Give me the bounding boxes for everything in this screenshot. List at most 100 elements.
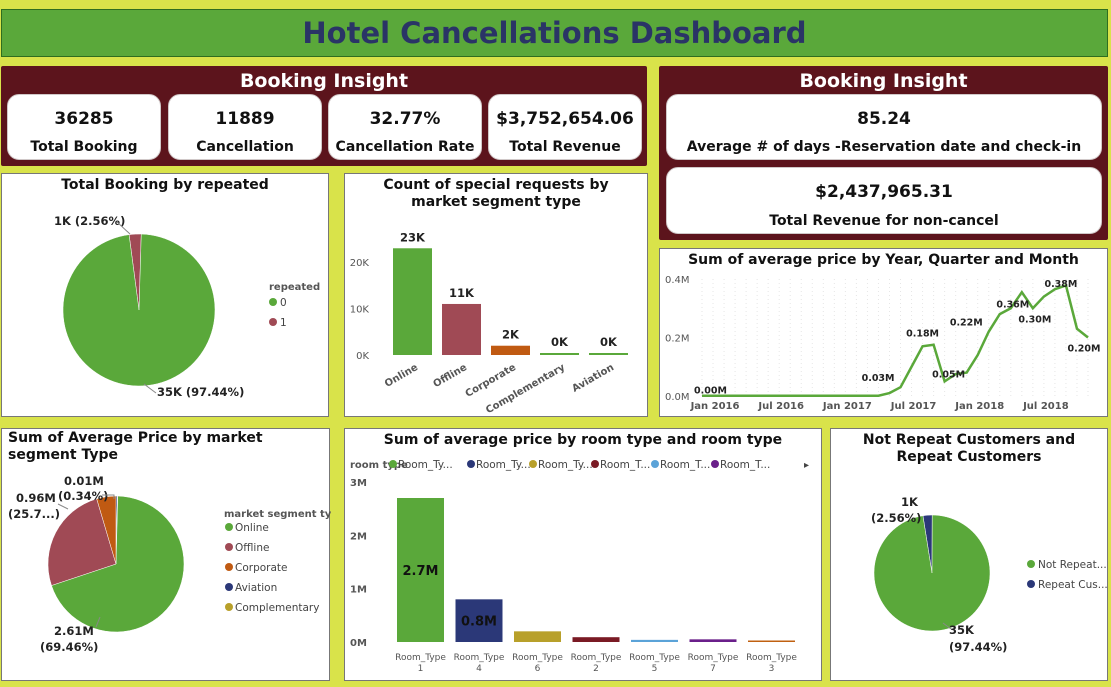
bar-corporate[interactable] <box>491 345 530 355</box>
chart-title: Sum of average price by Year, Quarter an… <box>688 252 1079 268</box>
slice-label-online-2: (69.46%) <box>40 640 98 654</box>
bar-room-type-7[interactable] <box>689 639 737 642</box>
market-segment-pie-chart: 0.01M (0.34%) 0.96M (25.7...) 2.61M (69.… <box>8 474 331 654</box>
slice-label-repeat-1: 1K <box>901 495 919 509</box>
legend-marker <box>591 460 599 468</box>
x-tick-label: Jul 2016 <box>757 401 804 412</box>
x-tick-label: 1 <box>418 664 424 674</box>
kpi-revenue-non-cancel[interactable]: $2,437,965.31 Total Revenue for non-canc… <box>666 167 1102 234</box>
legend-item: Room_Ty... <box>476 459 531 471</box>
bar-group: 0M1M2M3M2.7MRoom_Type10.8MRoom_Type4Room… <box>350 478 797 674</box>
pie-slice-not-repeat-[interactable] <box>873 514 991 632</box>
y-tick-label: 10K <box>350 305 370 316</box>
bar-group: 0K10K20K23KOnline11KOffline2KCorporate0K… <box>350 230 628 416</box>
legend-marker <box>389 460 397 468</box>
legend-marker <box>529 460 537 468</box>
x-tick-label: 5 <box>652 664 658 674</box>
legend-marker <box>651 460 659 468</box>
bar-complementary[interactable] <box>540 353 579 355</box>
x-tick-label: Jan 2018 <box>954 401 1004 412</box>
bar-data-label: 2K <box>502 328 520 342</box>
chart-title: Not Repeat Customers and Repeat Customer… <box>862 432 1076 465</box>
room-type-bar-chart: room type Room_Ty... Room_Ty... Room_Ty...… <box>350 459 809 674</box>
legend-item: Room_Ty... <box>398 459 453 471</box>
x-tick-label: Room_Type <box>454 653 505 663</box>
bar-room-type-1[interactable] <box>397 498 444 642</box>
kpi-average-days[interactable]: 85.24 Average # of days -Reservation dat… <box>666 94 1102 160</box>
kpi-value: $3,752,654.06 <box>496 109 634 129</box>
y-tick-label: 3M <box>350 478 367 489</box>
bar-room-type-5[interactable] <box>631 639 678 642</box>
bar-room-type-2[interactable] <box>572 637 620 642</box>
legend-item: Complementary <box>235 602 319 614</box>
x-tick-label: Complementary <box>484 362 567 416</box>
legend-title: market segment ty... <box>224 509 331 520</box>
line-data-label: 0.36M <box>996 299 1029 310</box>
slice-label-offline-1: 0.96M <box>16 491 56 505</box>
pie-slice-corporate[interactable] <box>96 495 117 565</box>
bar-online[interactable] <box>393 248 432 355</box>
panel-market-segment-pie[interactable]: Sum of Average Price by market segment T… <box>1 428 331 681</box>
kpi-value: 36285 <box>54 109 114 129</box>
legend-marker <box>225 563 233 571</box>
price-line[interactable] <box>702 283 1089 397</box>
line-data-label: 0.20M <box>1068 344 1101 355</box>
kpi-cancellation-rate[interactable]: 32.77% Cancellation Rate <box>328 94 482 160</box>
slice-label-offline-2: (25.7...) <box>8 507 60 521</box>
legend-item: Room_Ty... <box>538 459 593 471</box>
bar-room-type-3[interactable] <box>748 640 795 643</box>
slice-label-online-1: 2.61M <box>54 624 94 638</box>
pie-slice-offline[interactable] <box>47 498 117 586</box>
x-tick-label: Room_Type <box>395 653 446 663</box>
y-tick-label: 0K <box>356 351 369 362</box>
legend-marker-1 <box>269 318 277 326</box>
slice-label-notrepeat-1: 35K <box>949 623 975 637</box>
legend-more-arrow[interactable]: ▸ <box>804 460 809 471</box>
x-tick-label: 4 <box>476 664 482 674</box>
slice-label-0: 35K (97.44%) <box>157 385 244 399</box>
x-tick-label: Offline <box>431 362 469 390</box>
kpi-label: Average # of days -Reservation date and … <box>686 139 1082 155</box>
legend-item: Online <box>235 522 269 534</box>
x-tick-label: Jul 2017 <box>890 401 937 412</box>
pie-slices <box>873 514 991 632</box>
bar-room-type-4[interactable] <box>455 599 503 642</box>
bar-aviation[interactable] <box>589 353 628 355</box>
legend-marker <box>711 460 719 468</box>
legend-marker <box>225 523 233 531</box>
bar-offline[interactable] <box>442 303 481 355</box>
panel-avg-price-line[interactable]: Sum of average price by Year, Quarter an… <box>659 248 1108 417</box>
kpi-cancellation[interactable]: 11889 Cancellation <box>168 94 322 160</box>
x-tick-label: Room_Type <box>571 653 622 663</box>
pie-slice-online[interactable] <box>51 495 185 633</box>
pie-slice-0[interactable] <box>62 233 216 387</box>
legend-item: Room_T... <box>660 459 710 471</box>
x-tick-label: Jan 2017 <box>822 401 872 412</box>
chart-title: Total Booking by repeated <box>61 177 269 193</box>
chart-title: Sum of average price by room type and ro… <box>383 432 783 448</box>
panel-room-type-bar[interactable]: Sum of average price by room type and ro… <box>344 428 822 681</box>
legend-items: Room_Ty... Room_Ty... Room_Ty... Room_T... R… <box>389 459 770 471</box>
line-data-label: 0.22M <box>950 318 983 329</box>
legend-marker-0 <box>1027 560 1035 568</box>
legend-marker <box>225 603 233 611</box>
dashboard-title: Hotel Cancellations Dashboard <box>302 16 807 50</box>
x-tick-label: Room_Type <box>688 653 739 663</box>
booking-insight-left-title: Booking Insight <box>239 70 409 92</box>
legend-items: Online Offline Corporate Aviation Complement… <box>225 522 319 614</box>
booking-insight-right: Booking Insight 85.24 Average # of days … <box>659 66 1108 240</box>
panel-repeated-pie[interactable]: Total Booking by repeated 1K (2.56%) 35K… <box>1 173 329 417</box>
kpi-total-booking[interactable]: 36285 Total Booking <box>7 94 161 160</box>
bar-room-type-6[interactable] <box>514 631 561 642</box>
panel-special-requests[interactable]: Count of special requests by market segm… <box>344 173 648 417</box>
x-tick-label: Jan 2016 <box>690 401 740 412</box>
x-tick-label: Room_Type <box>512 653 563 663</box>
kpi-label: Total Revenue for non-cancel <box>769 213 999 229</box>
legend-item-0: 0 <box>280 297 287 309</box>
kpi-label: Total Booking <box>30 139 138 155</box>
repeat-customers-pie-chart: 1K (2.56%) 35K (97.44%) Not Repeat... Re… <box>871 495 1108 654</box>
y-tick-label: 0.0M <box>665 392 690 403</box>
legend-item: Corporate <box>235 562 288 574</box>
kpi-total-revenue[interactable]: $3,752,654.06 Total Revenue <box>488 94 642 160</box>
panel-repeat-customers-pie[interactable]: Not Repeat Customers and Repeat Customer… <box>830 428 1108 681</box>
